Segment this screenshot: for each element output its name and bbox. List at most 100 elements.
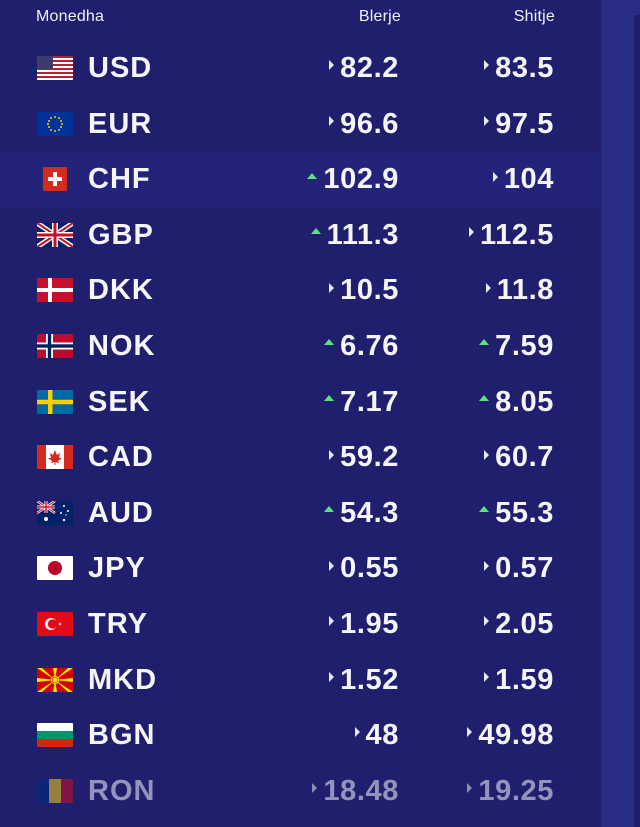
rate-row-jpy[interactable]: JPY 0.55 0.57 bbox=[0, 540, 600, 596]
currency-code: GBP bbox=[88, 218, 154, 251]
neutral-arrow-icon bbox=[467, 727, 473, 738]
sell-value: 55.3 bbox=[495, 496, 554, 529]
sell-value: 11.8 bbox=[496, 274, 554, 307]
norway-flag-icon bbox=[37, 333, 73, 358]
sell-rate: 55.3 bbox=[479, 494, 554, 532]
rate-row-aud[interactable]: AUD 54.3 55.3 bbox=[0, 485, 600, 541]
rate-row-eur[interactable]: EUR 96.6 97.5 bbox=[0, 96, 600, 152]
buy-rate: 18.48 bbox=[312, 772, 399, 810]
buy-rate: 1.52 bbox=[329, 661, 399, 699]
exchange-rate-panel: Monedha Blerje Shitje bbox=[0, 0, 600, 818]
rates-table: USD 82.2 83.5 bbox=[0, 40, 600, 818]
currency-code: CAD bbox=[88, 441, 154, 474]
rate-row-cad[interactable]: CAD 59.2 60.7 bbox=[0, 429, 600, 485]
sell-value: 112.5 bbox=[480, 218, 554, 251]
neutral-arrow-icon bbox=[329, 60, 335, 71]
sell-value: 8.05 bbox=[495, 385, 554, 418]
neutral-arrow-icon bbox=[312, 783, 318, 794]
buy-header: Blerje bbox=[358, 8, 401, 25]
buy-value: 10.5 bbox=[340, 274, 399, 307]
rate-row-gbp[interactable]: GBP 111.3 112.5 bbox=[0, 207, 600, 263]
sell-rate: 8.05 bbox=[479, 383, 554, 421]
sell-rate: 11.8 bbox=[485, 271, 554, 309]
currency-code: USD bbox=[88, 52, 153, 84]
sell-rate: 49.98 bbox=[467, 716, 554, 754]
rate-row-nok[interactable]: NOK 6.76 7.59 bbox=[0, 318, 600, 374]
buy-rate: 96.6 bbox=[329, 105, 399, 143]
buy-value: 59.2 bbox=[340, 441, 399, 474]
turkey-flag-icon bbox=[37, 611, 73, 636]
rate-row-mkd[interactable]: MKD 1.52 1.59 bbox=[0, 652, 600, 708]
sell-rate: 104 bbox=[492, 160, 554, 198]
buy-value: 1.95 bbox=[340, 607, 399, 640]
buy-rate: 59.2 bbox=[329, 438, 399, 476]
neutral-arrow-icon bbox=[484, 560, 490, 571]
buy-rate: 7.17 bbox=[324, 383, 399, 421]
up-arrow-icon bbox=[479, 339, 490, 346]
sell-header: Shitje bbox=[513, 8, 555, 25]
neutral-arrow-icon bbox=[484, 671, 490, 682]
neutral-arrow-icon bbox=[329, 115, 335, 126]
sell-rate: 19.25 bbox=[467, 772, 554, 810]
north-macedonia-flag-icon bbox=[37, 667, 73, 692]
buy-rate: 111.3 bbox=[310, 216, 399, 254]
sell-rate: 0.57 bbox=[484, 549, 554, 587]
currency-code: TRY bbox=[88, 607, 148, 640]
currency-code: RON bbox=[88, 774, 156, 807]
sell-rate: 97.5 bbox=[484, 105, 554, 143]
table-header: Monedha Blerje Shitje bbox=[0, 0, 600, 38]
uk-flag-icon bbox=[37, 222, 73, 247]
sell-value: 60.7 bbox=[495, 441, 554, 474]
sell-rate: 112.5 bbox=[469, 216, 554, 254]
sell-value: 97.5 bbox=[495, 107, 554, 140]
sell-value: 2.05 bbox=[495, 607, 554, 640]
buy-value: 7.17 bbox=[340, 385, 399, 418]
buy-value: 102.9 bbox=[323, 163, 399, 196]
buy-rate: 0.55 bbox=[329, 549, 399, 587]
denmark-flag-icon bbox=[37, 278, 73, 303]
up-arrow-icon bbox=[479, 394, 490, 401]
eu-flag-icon bbox=[37, 111, 73, 136]
rate-row-ron[interactable]: RON 18.48 19.25 bbox=[0, 763, 600, 819]
neutral-arrow-icon bbox=[492, 171, 498, 182]
neutral-arrow-icon bbox=[467, 783, 473, 794]
sweden-flag-icon bbox=[37, 389, 73, 414]
sell-rate: 60.7 bbox=[484, 438, 554, 476]
neutral-arrow-icon bbox=[354, 727, 360, 738]
buy-rate: 1.95 bbox=[329, 605, 399, 643]
neutral-arrow-icon bbox=[485, 282, 491, 293]
up-arrow-icon bbox=[324, 394, 335, 401]
switzerland-flag-icon bbox=[43, 167, 67, 192]
rate-row-dkk[interactable]: DKK 10.5 11.8 bbox=[0, 262, 600, 318]
currency-code: CHF bbox=[88, 163, 151, 196]
buy-rate: 10.5 bbox=[329, 271, 399, 309]
neutral-arrow-icon bbox=[329, 671, 335, 682]
currency-code: JPY bbox=[88, 552, 146, 585]
up-arrow-icon bbox=[307, 172, 318, 179]
japan-flag-icon bbox=[37, 556, 73, 581]
neutral-arrow-icon bbox=[484, 115, 490, 126]
australia-flag-icon bbox=[37, 500, 73, 525]
up-arrow-icon bbox=[324, 339, 335, 346]
romania-flag-icon bbox=[37, 778, 73, 803]
sell-value: 7.59 bbox=[495, 329, 554, 362]
rate-row-bgn[interactable]: BGN 48 49.98 bbox=[0, 707, 600, 763]
currency-code: BGN bbox=[88, 719, 156, 752]
neutral-arrow-icon bbox=[329, 282, 335, 293]
rate-row-sek[interactable]: SEK 7.17 8.05 bbox=[0, 374, 600, 430]
buy-value: 1.52 bbox=[340, 663, 399, 696]
neutral-arrow-icon bbox=[329, 560, 335, 571]
sell-rate: 7.59 bbox=[479, 327, 554, 365]
buy-rate: 48 bbox=[354, 716, 399, 754]
sell-rate: 83.5 bbox=[484, 49, 554, 87]
buy-rate: 82.2 bbox=[329, 49, 399, 87]
rate-row-try[interactable]: TRY 1.95 2.05 bbox=[0, 596, 600, 652]
right-side-panel bbox=[600, 0, 640, 827]
currency-code: MKD bbox=[88, 663, 158, 696]
rate-row-chf[interactable]: CHF 102.9 104 bbox=[0, 151, 600, 207]
buy-value: 96.6 bbox=[340, 107, 399, 140]
neutral-arrow-icon bbox=[329, 449, 335, 460]
rate-row-usd[interactable]: USD 82.2 83.5 bbox=[0, 40, 600, 96]
currency-code: NOK bbox=[88, 329, 156, 362]
selected-row-highlight bbox=[0, 152, 600, 208]
